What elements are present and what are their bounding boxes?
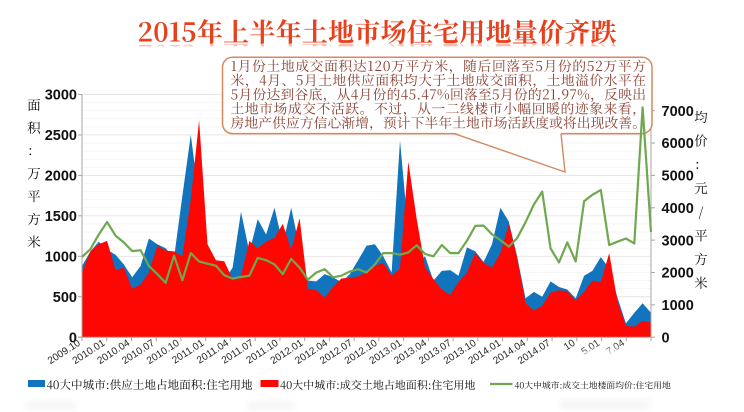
svg-text:5000: 5000 (662, 169, 694, 185)
svg-text:2000: 2000 (45, 169, 77, 185)
svg-text:1000: 1000 (662, 298, 694, 314)
svg-text:4000: 4000 (662, 201, 694, 217)
svg-text:1500: 1500 (45, 209, 77, 225)
svg-text:0: 0 (69, 330, 77, 346)
svg-text:1000: 1000 (45, 250, 77, 266)
svg-text:2500: 2500 (45, 128, 77, 144)
svg-text:500: 500 (53, 290, 77, 306)
svg-text:3000: 3000 (45, 88, 77, 104)
svg-text:3000: 3000 (662, 233, 694, 249)
svg-text:2000: 2000 (662, 266, 694, 282)
svg-text:10: 10 (562, 338, 578, 354)
svg-text:7000: 7000 (662, 104, 694, 120)
svg-text:0: 0 (662, 330, 670, 346)
svg-text:6000: 6000 (662, 136, 694, 152)
